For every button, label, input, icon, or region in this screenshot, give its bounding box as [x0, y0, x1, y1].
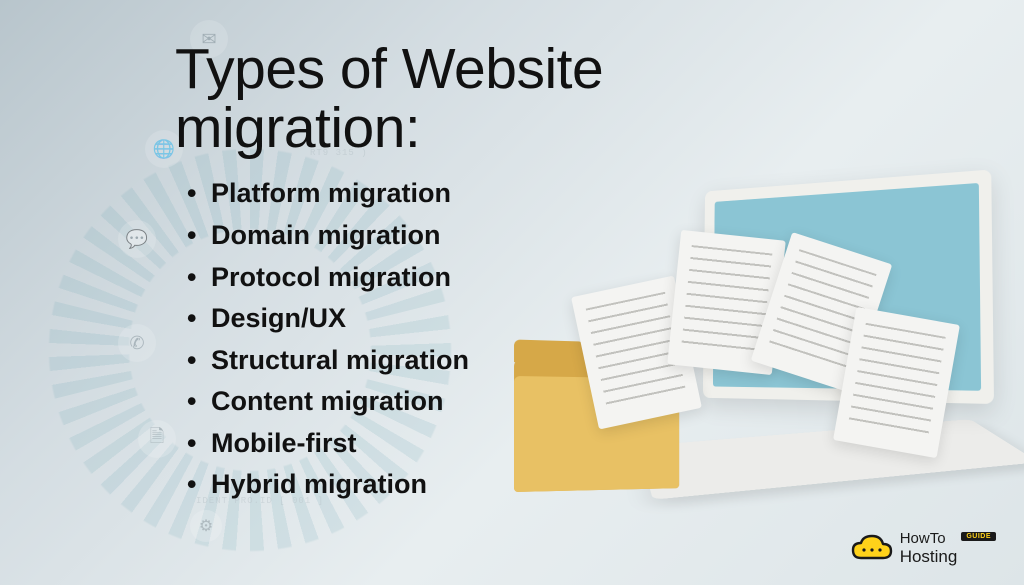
- list-item: Protocol migration: [181, 257, 795, 299]
- site-logo: HowTo Hosting GUIDE: [850, 530, 996, 567]
- list-item: Platform migration: [181, 173, 795, 215]
- list-item: Domain migration: [181, 215, 795, 257]
- logo-text-line1: HowTo: [900, 530, 958, 547]
- phone-icon: ✆: [118, 324, 156, 362]
- list-item: Content migration: [181, 381, 795, 423]
- list-item: Mobile-first: [181, 423, 795, 465]
- document-icon: [833, 307, 960, 458]
- page-title: Types of Website migration:: [175, 40, 795, 157]
- chat-icon: 💬: [118, 220, 156, 258]
- list-item: Hybrid migration: [181, 464, 795, 506]
- list-item: Design/UX: [181, 298, 795, 340]
- logo-text-group: HowTo Hosting GUIDE: [900, 530, 996, 567]
- content-block: Types of Website migration: Platform mig…: [175, 40, 795, 506]
- cloud-icon: [850, 534, 894, 564]
- logo-badge: GUIDE: [961, 532, 996, 541]
- doc-icon: 🗎: [138, 420, 176, 458]
- migration-types-list: Platform migration Domain migration Prot…: [175, 173, 795, 506]
- gear-icon: ⚙: [190, 510, 222, 542]
- logo-text-line2: Hosting: [900, 547, 958, 567]
- list-item: Structural migration: [181, 340, 795, 382]
